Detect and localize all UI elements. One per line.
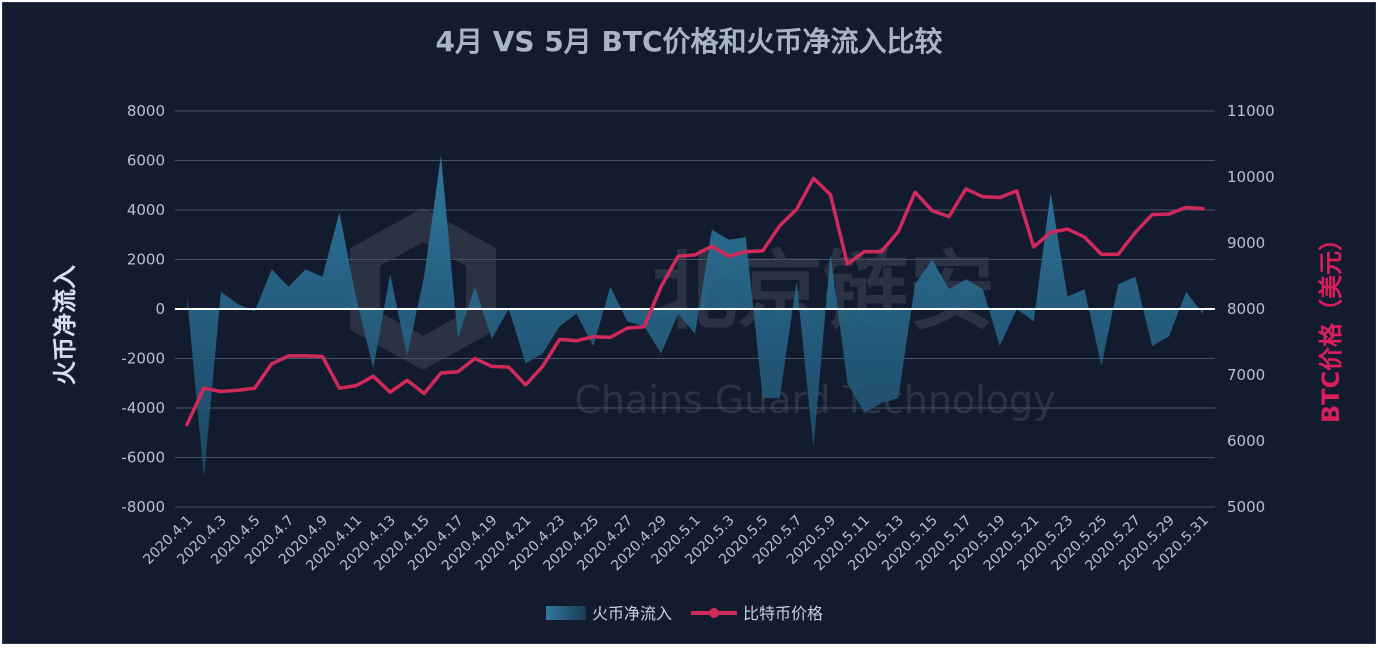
- y-right-axis-title: BTC价格（美元）: [1317, 227, 1345, 423]
- y-left-tick-label: -6000: [121, 449, 165, 467]
- y-left-ticks: -8000 -6000 -4000 -2000 0 2000 4000 6000 8000: [121, 102, 165, 516]
- y-left-tick-label: -4000: [121, 399, 165, 417]
- watermark-logo-icon: [350, 207, 496, 371]
- legend-swatch-price-dot: [709, 608, 719, 618]
- y-right-tick-label: 8000: [1227, 300, 1265, 318]
- legend-item-price[interactable]: 比特币价格: [691, 604, 823, 623]
- y-left-tick-label: 4000: [127, 201, 165, 219]
- y-right-tick-label: 6000: [1227, 432, 1265, 450]
- y-right-tick-label: 5000: [1227, 498, 1265, 516]
- price-line-layer: [185, 176, 1205, 427]
- legend: 火币净流入 比特币价格: [546, 604, 823, 623]
- chart-svg: 4月 VS 5月 BTC价格和火币净流入比较 北京链安 Chains Guard…: [51, 25, 1345, 623]
- y-right-tick-label: 9000: [1227, 234, 1265, 252]
- legend-label-price: 比特币价格: [743, 604, 823, 623]
- y-left-tick-label: 0: [155, 300, 165, 318]
- y-right-tick-label: 11000: [1227, 102, 1275, 120]
- y-left-tick-label: 6000: [127, 152, 165, 170]
- y-right-ticks: 5000 6000 7000 8000 9000 10000 11000: [1227, 102, 1275, 516]
- y-left-tick-label: -2000: [121, 350, 165, 368]
- legend-swatch-inflow: [546, 606, 586, 620]
- y-right-tick-label: 10000: [1227, 168, 1275, 186]
- y-left-tick-label: -8000: [121, 498, 165, 516]
- chart-frame: 4月 VS 5月 BTC价格和火币净流入比较 北京链安 Chains Guard…: [2, 2, 1376, 644]
- y-left-tick-label: 2000: [127, 251, 165, 269]
- y-left-axis-title: 火币净流入: [51, 265, 79, 385]
- inflow-area-layer: [187, 155, 1203, 478]
- inflow-area: [187, 155, 1203, 478]
- y-right-tick-label: 7000: [1227, 366, 1265, 384]
- legend-item-inflow[interactable]: 火币净流入: [546, 604, 672, 623]
- x-ticks: 2020.4.12020.4.32020.4.52020.4.72020.4.9…: [140, 513, 1211, 575]
- y-left-tick-label: 8000: [127, 102, 165, 120]
- price-line: [185, 176, 1205, 427]
- legend-label-inflow: 火币净流入: [592, 604, 672, 623]
- chart-title: 4月 VS 5月 BTC价格和火币净流入比较: [435, 25, 942, 58]
